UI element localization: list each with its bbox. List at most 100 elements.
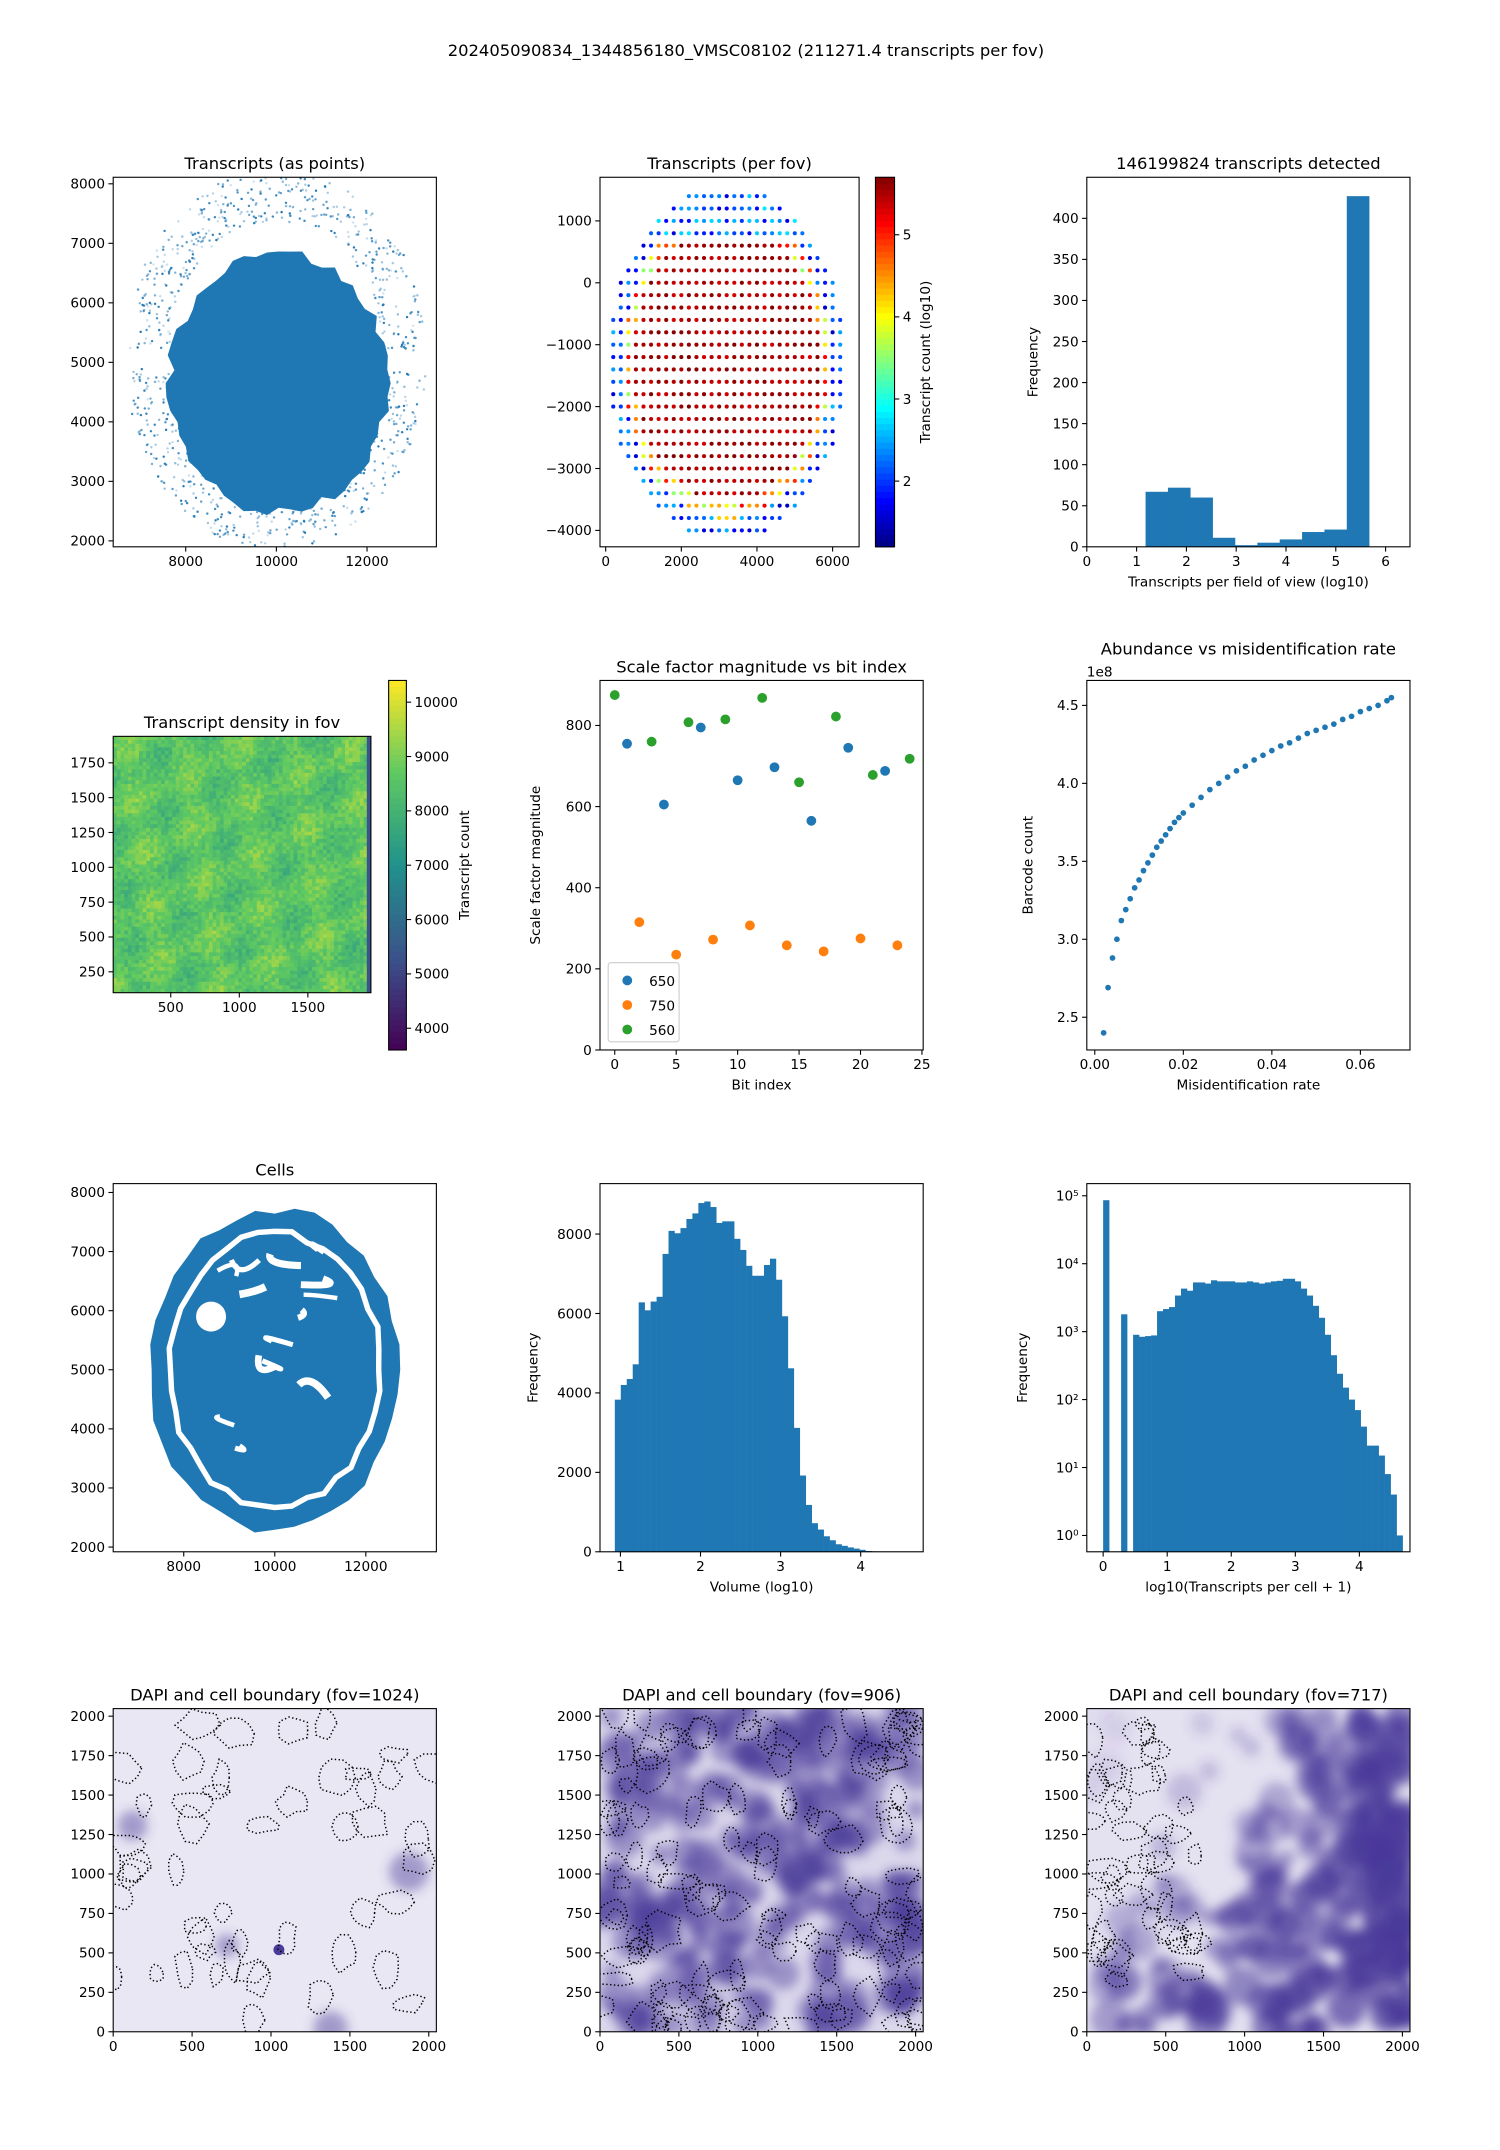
heatmap-cell bbox=[135, 794, 140, 800]
transcript-point bbox=[235, 533, 238, 537]
heatmap-cell bbox=[175, 798, 180, 803]
heatmap-cell bbox=[161, 769, 166, 774]
transcript-point bbox=[239, 212, 242, 216]
fov-point bbox=[656, 429, 661, 434]
fov-point bbox=[664, 231, 669, 236]
fov-point bbox=[754, 466, 760, 471]
heatmap-cell bbox=[223, 919, 228, 924]
fov-point bbox=[686, 243, 691, 248]
transcript-point bbox=[136, 396, 140, 400]
heatmap-cell bbox=[142, 882, 147, 887]
heatmap-cell bbox=[146, 846, 151, 851]
fov-point bbox=[770, 280, 775, 285]
heatmap-cell bbox=[164, 758, 169, 763]
heatmap-cell bbox=[264, 846, 269, 851]
transcript-point bbox=[412, 412, 416, 415]
heatmap-cell bbox=[175, 787, 180, 792]
heatmap-cell bbox=[138, 816, 144, 821]
fov-point bbox=[724, 454, 729, 459]
heatmap-cell bbox=[175, 882, 180, 887]
heatmap-cell bbox=[271, 959, 276, 964]
fov-point bbox=[701, 441, 707, 446]
heatmap-cell bbox=[186, 776, 191, 781]
heatmap-cell bbox=[223, 783, 228, 789]
heatmap-cell bbox=[116, 945, 121, 950]
transcript-point bbox=[184, 260, 188, 264]
heatmap-cell bbox=[113, 989, 118, 993]
heatmap-cell bbox=[168, 893, 173, 898]
transcript-point bbox=[363, 468, 366, 471]
heatmap-cell bbox=[190, 941, 195, 946]
transcript-point bbox=[188, 272, 192, 276]
heatmap-cell bbox=[231, 989, 236, 993]
heatmap-cell bbox=[124, 941, 129, 946]
heatmap-cell bbox=[153, 981, 158, 986]
transcript-point bbox=[379, 287, 382, 290]
transcript-point bbox=[206, 512, 209, 515]
heatmap-cell bbox=[234, 937, 239, 942]
fov-point bbox=[641, 268, 646, 273]
fov-point bbox=[671, 206, 676, 211]
heatmap-cell bbox=[190, 743, 195, 748]
heatmap-cell bbox=[168, 985, 173, 990]
fov-point bbox=[649, 466, 654, 471]
heatmap-cell bbox=[116, 897, 121, 902]
heatmap-cell bbox=[179, 805, 184, 811]
colorbar-segment bbox=[875, 497, 895, 505]
transcript-point bbox=[214, 519, 217, 522]
heatmap-cell bbox=[175, 765, 180, 770]
heatmap-cell bbox=[223, 740, 228, 745]
heatmap-cell bbox=[231, 890, 236, 895]
fov-point bbox=[686, 256, 691, 261]
heatmap-cell bbox=[172, 875, 177, 880]
heatmap-cell bbox=[271, 970, 276, 975]
heatmap-cell bbox=[264, 875, 269, 880]
heatmap-cell bbox=[275, 941, 280, 946]
transcript-point bbox=[396, 434, 399, 437]
heatmap-cell bbox=[212, 985, 217, 990]
transcript-point bbox=[149, 342, 152, 345]
heatmap-cell bbox=[175, 890, 180, 895]
heatmap-cell bbox=[153, 989, 158, 993]
transcript-point bbox=[393, 245, 396, 248]
transcript-point bbox=[393, 391, 396, 395]
heatmap-cell bbox=[124, 981, 129, 986]
heatmap-cell bbox=[208, 978, 214, 983]
heatmap-cell bbox=[216, 846, 221, 851]
heatmap-cell bbox=[275, 886, 280, 891]
heatmap-cell bbox=[161, 831, 166, 836]
transcript-point bbox=[155, 272, 159, 275]
heatmap-cell bbox=[253, 740, 258, 745]
fov-point bbox=[641, 243, 646, 248]
transcript-point bbox=[377, 247, 381, 250]
heatmap-cell bbox=[164, 754, 169, 759]
heatmap-cell bbox=[194, 875, 199, 880]
transcript-point bbox=[133, 403, 136, 406]
transcript-point bbox=[154, 443, 157, 446]
heatmap-cell bbox=[242, 802, 247, 807]
heatmap-cell bbox=[124, 948, 129, 953]
heatmap-cell bbox=[260, 934, 265, 939]
fov-point bbox=[777, 392, 782, 397]
transcript-point bbox=[162, 380, 165, 384]
heatmap-cell bbox=[113, 912, 118, 917]
heatmap-cell bbox=[142, 761, 147, 767]
fov-point bbox=[724, 503, 729, 508]
fov-point bbox=[709, 404, 714, 409]
heatmap-cell bbox=[256, 864, 261, 869]
transcript-point bbox=[163, 462, 167, 465]
fov-point bbox=[800, 404, 805, 409]
fov-point bbox=[686, 515, 691, 521]
heatmap-cell bbox=[256, 816, 261, 821]
transcript-point bbox=[136, 406, 139, 409]
transcript-point bbox=[289, 214, 292, 218]
heatmap-cell bbox=[175, 846, 180, 851]
heatmap-cell bbox=[260, 758, 265, 763]
heatmap-cell bbox=[219, 765, 225, 770]
heatmap-cell bbox=[146, 769, 151, 774]
fov-point bbox=[724, 466, 729, 471]
heatmap-cell bbox=[219, 783, 225, 789]
heatmap-cell bbox=[267, 930, 272, 935]
heatmap-cell bbox=[164, 978, 169, 983]
heatmap-cell bbox=[234, 860, 239, 865]
